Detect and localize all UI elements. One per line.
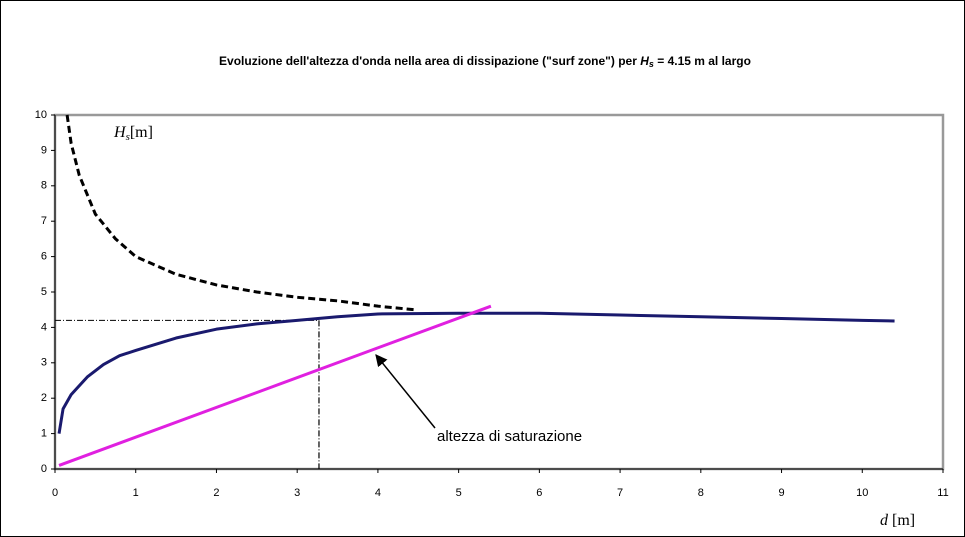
x-tick-label: 0 bbox=[52, 487, 58, 499]
x-tick-label: 5 bbox=[456, 487, 462, 499]
y-tick-label: 10 bbox=[35, 109, 47, 121]
y-label-symbol: H bbox=[113, 124, 127, 141]
x-label-symbol: d bbox=[880, 512, 889, 529]
x-tick-label: 4 bbox=[375, 487, 381, 499]
x-tick-label: 9 bbox=[778, 487, 784, 499]
series-line bbox=[57, 311, 895, 434]
y-tick-label: 2 bbox=[41, 392, 47, 404]
annotation: altezza di saturazione bbox=[437, 428, 582, 445]
x-tick-label: 6 bbox=[536, 487, 542, 499]
y-tick-label: 5 bbox=[41, 286, 47, 298]
x-tick-label: 2 bbox=[213, 487, 219, 499]
y-tick-label: 3 bbox=[41, 357, 47, 369]
x-tick-label: 10 bbox=[856, 487, 868, 499]
title-subscript: s bbox=[649, 59, 654, 69]
series-line bbox=[65, 114, 415, 312]
series-line bbox=[58, 304, 492, 467]
x-tick-label: 8 bbox=[698, 487, 704, 499]
title-text: Evoluzione dell'altezza d'onda nella are… bbox=[219, 54, 640, 68]
title-symbol: H bbox=[640, 54, 649, 68]
y-label-subscript: s bbox=[126, 131, 130, 143]
x-tick-label: 3 bbox=[294, 487, 300, 499]
y-tick-label: 0 bbox=[41, 463, 47, 475]
x-axis-label: d [m] bbox=[880, 512, 915, 529]
title-text: = 4.15 m al largo bbox=[654, 54, 751, 68]
x-tick-label: 1 bbox=[133, 487, 139, 499]
y-tick-label: 8 bbox=[41, 180, 47, 192]
x-label-unit: [m] bbox=[888, 512, 915, 529]
y-label-unit: [m] bbox=[130, 124, 153, 141]
chart-title: Evoluzione dell'altezza d'onda nella are… bbox=[219, 54, 751, 69]
y-axis-label: Hs[m] bbox=[113, 124, 153, 143]
x-tick-label: 7 bbox=[617, 487, 623, 499]
y-tick-label: 6 bbox=[41, 251, 47, 263]
annotation-arrow bbox=[375, 354, 436, 429]
y-tick-label: 4 bbox=[41, 321, 47, 333]
y-tick-label: 7 bbox=[41, 215, 47, 227]
x-tick-label: 11 bbox=[937, 487, 948, 499]
y-tick-label: 9 bbox=[41, 144, 47, 156]
y-tick-label: 1 bbox=[41, 428, 47, 440]
